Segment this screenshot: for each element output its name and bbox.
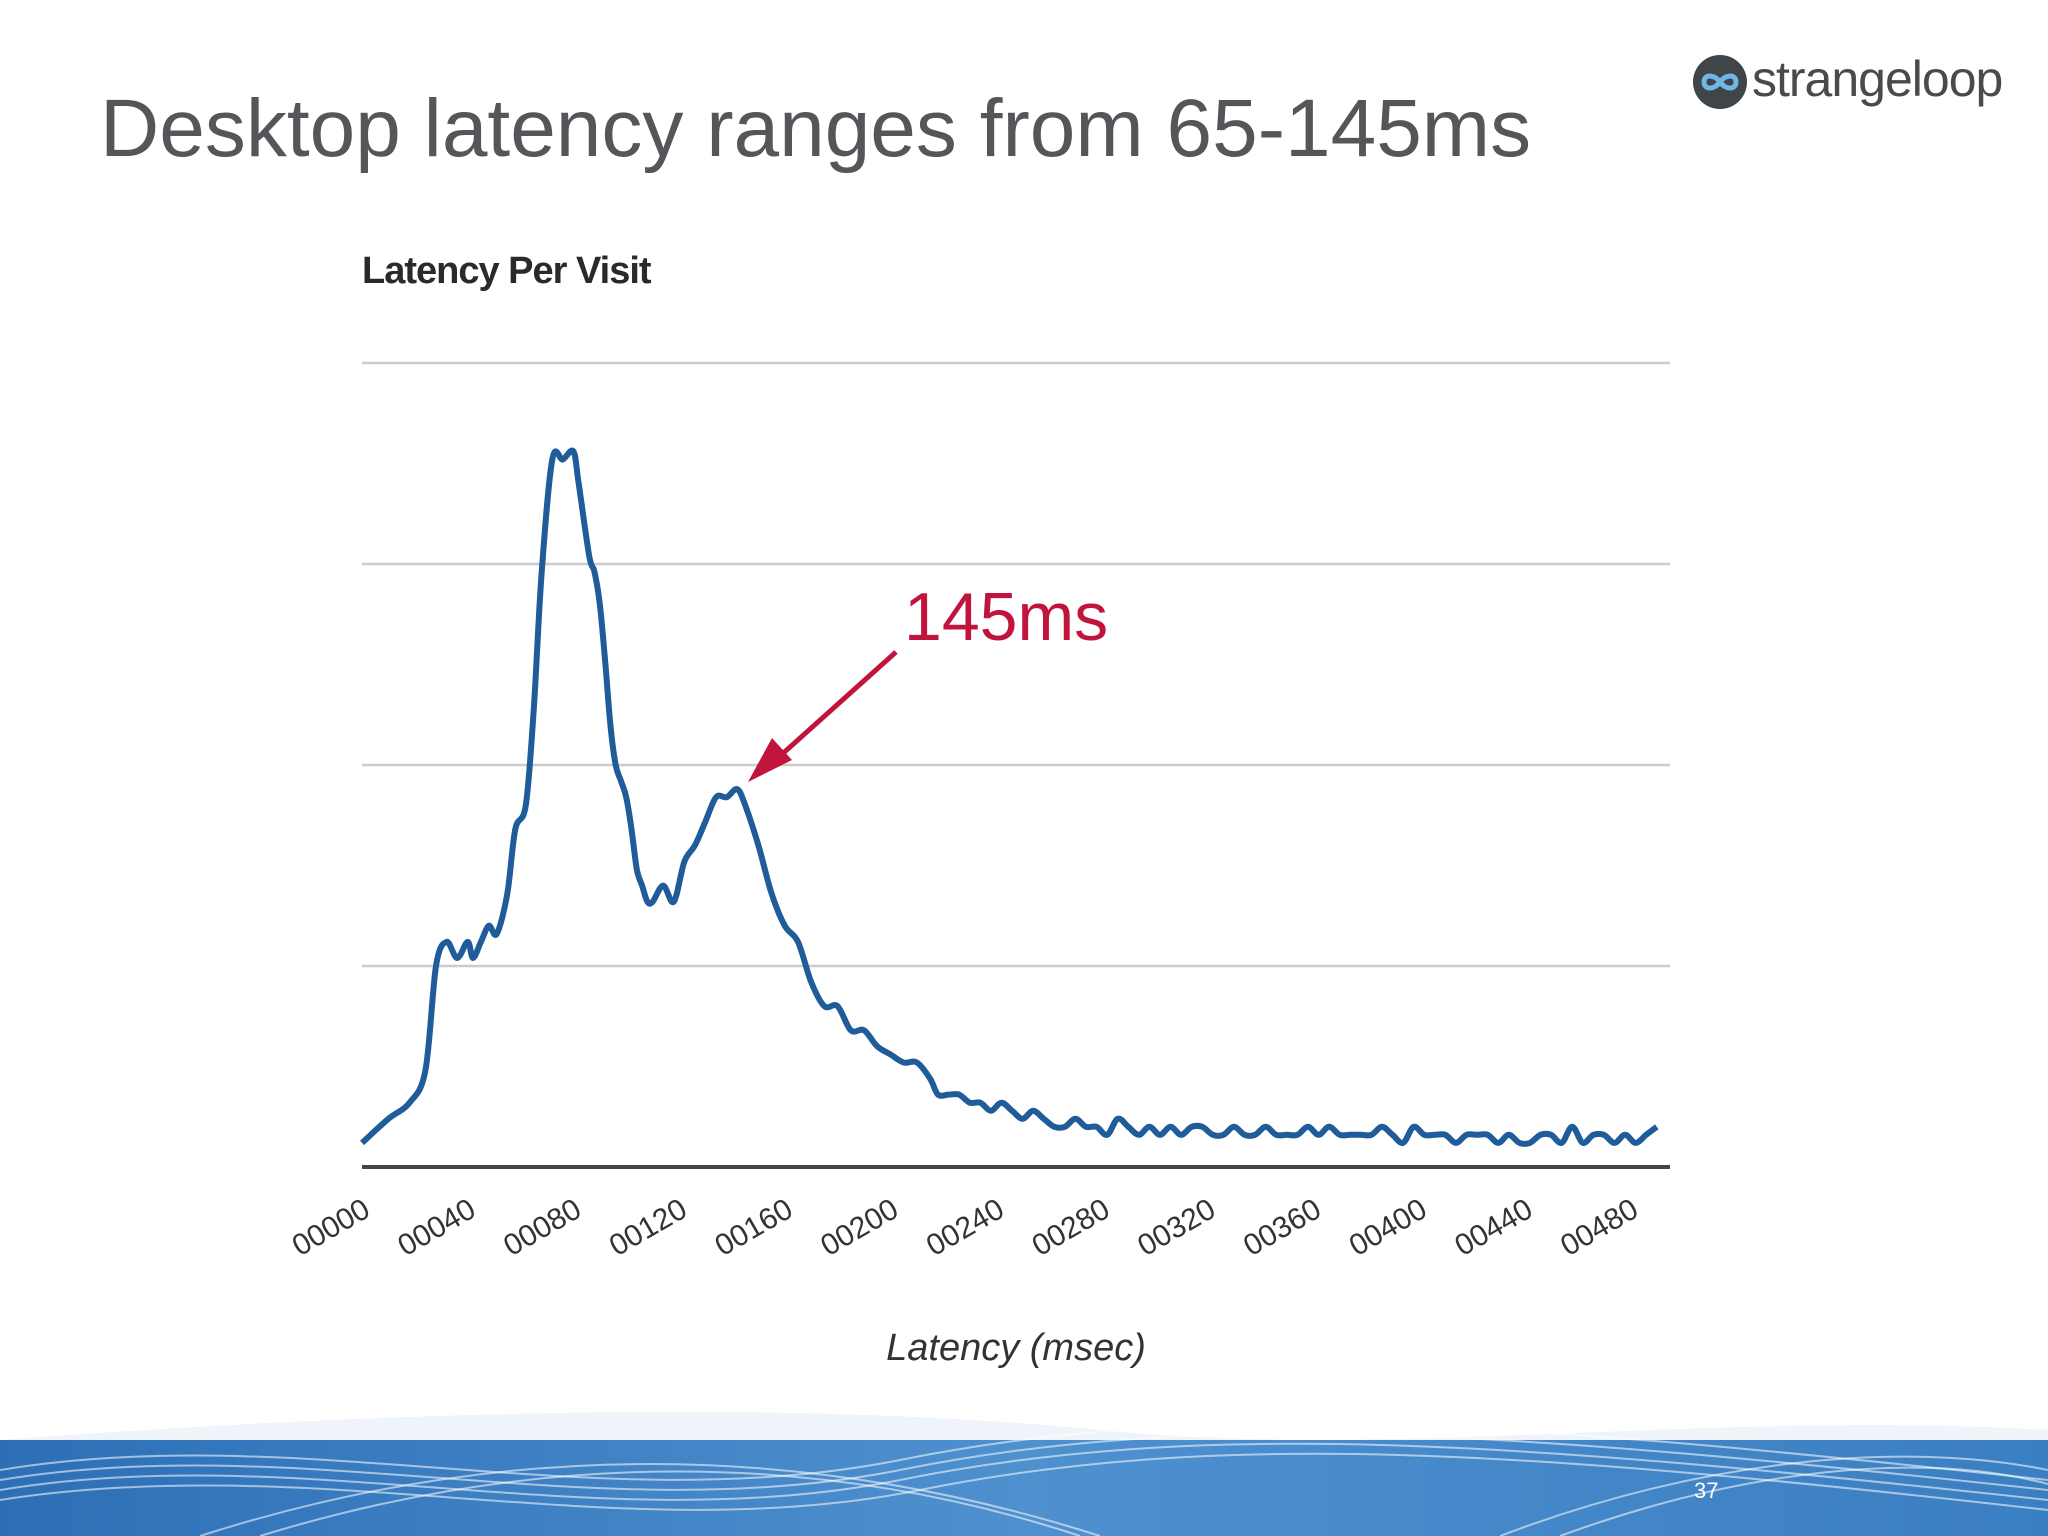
footer-wave-banner (0, 1411, 2048, 1536)
latency-series-line (359, 447, 1659, 1147)
x-tick-label: 00160 (710, 1192, 799, 1262)
x-tick-label: 00120 (604, 1192, 693, 1262)
page-number: 37 (1694, 1478, 1719, 1503)
chart-title: Latency Per Visit (362, 250, 652, 292)
x-tick-label: 00400 (1344, 1192, 1433, 1262)
slide-title: Desktop latency ranges from 65-145ms (100, 83, 1532, 174)
x-tick-label: 00080 (498, 1192, 587, 1262)
x-tick-label: 00040 (392, 1192, 481, 1262)
x-tick-label: 00440 (1449, 1192, 1538, 1262)
x-tick-label: 00320 (1132, 1192, 1221, 1262)
x-tick-label: 00000 (287, 1192, 376, 1262)
x-tick-label: 00480 (1555, 1192, 1644, 1262)
x-tick-label: 00280 (1027, 1192, 1116, 1262)
annotation-label: 145ms (904, 579, 1108, 655)
x-tick-label: 00240 (921, 1192, 1010, 1262)
x-axis-label: Latency (msec) (886, 1327, 1146, 1369)
annotation-arrowhead (748, 738, 792, 782)
x-tick-label: 00360 (1238, 1192, 1327, 1262)
latency-chart: 00000 00040 00080 00120 00160 00200 00240 00280… (287, 361, 1670, 1369)
strangeloop-logo: strangeloop (1692, 50, 2003, 114)
annotation-arrow (768, 650, 898, 767)
x-tick-label: 00200 (815, 1192, 904, 1262)
logo-wordmark: strangeloop (1752, 51, 2003, 107)
infinity-loop-icon (1693, 55, 1747, 109)
